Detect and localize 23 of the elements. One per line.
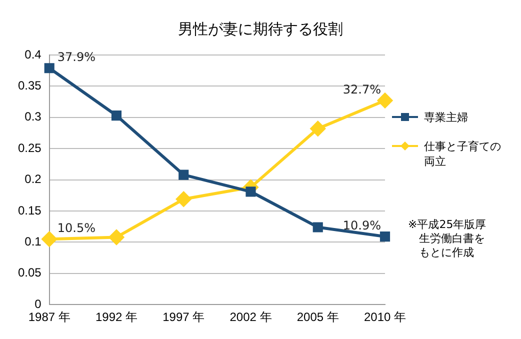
y-tick-label: 0.1 xyxy=(24,234,42,249)
legend-label: 専業主婦 xyxy=(424,110,469,125)
chart-title: 男性が妻に期待する役割 xyxy=(177,20,344,39)
y-tick-label: 0.15 xyxy=(18,203,42,218)
data-label: 10.9% xyxy=(342,218,381,233)
x-tick-label: 1987 年 xyxy=(28,310,70,324)
x-tick-label: 1997 年 xyxy=(162,310,205,324)
y-tick-label: 0.05 xyxy=(18,266,42,280)
x-tick-label: 2005 年 xyxy=(296,310,339,324)
data-label: 10.5% xyxy=(57,221,96,236)
y-tick-label: 0.3 xyxy=(24,110,42,124)
text: ※平成25年版厚生労働白書をもとに作成 xyxy=(408,218,487,260)
y-tick-label: 0.2 xyxy=(24,172,42,186)
y-tick-label: 0 xyxy=(34,296,42,311)
legend-label: 仕事と子育ての両立 xyxy=(424,139,502,169)
data-label: 32.7% xyxy=(342,82,381,97)
y-tick-label: 0.4 xyxy=(24,47,42,62)
x-tick-label: 2002 年 xyxy=(230,310,272,324)
x-tick-label: 1992 年 xyxy=(95,310,138,324)
x-tick-label: 2010 年 xyxy=(364,310,406,324)
y-tick-label: 0.35 xyxy=(18,78,42,93)
y-tick-label: 0.25 xyxy=(18,140,42,155)
data-label: 37.9% xyxy=(57,50,96,64)
